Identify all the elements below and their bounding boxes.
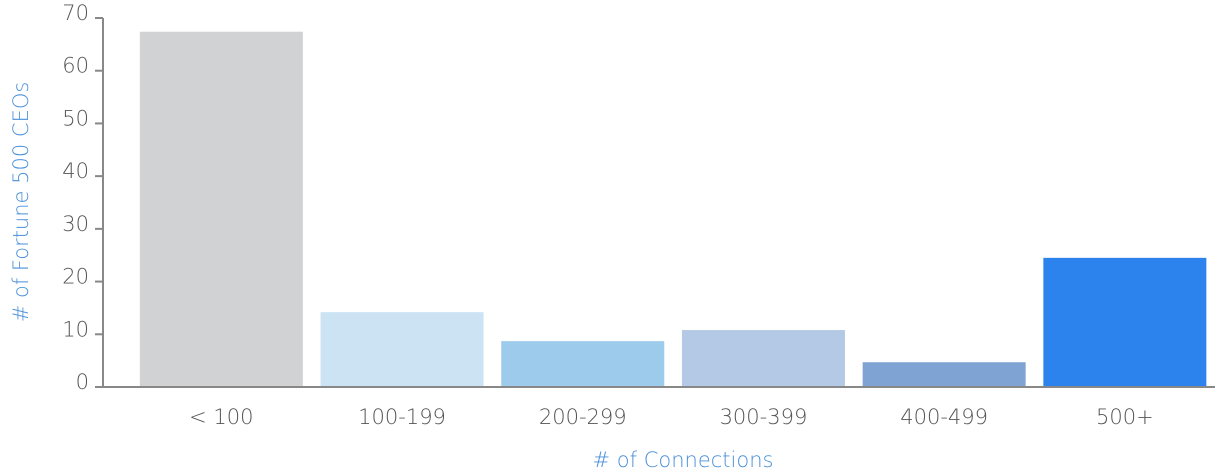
y-tick-label: 60: [62, 54, 89, 78]
y-tick-label: 70: [62, 1, 89, 25]
x-tick-label: 100-199: [358, 405, 446, 429]
x-tick-label: < 100: [189, 405, 253, 429]
bar: [862, 362, 1026, 387]
x-tick-label: 400-499: [900, 405, 988, 429]
bar: [139, 31, 303, 387]
y-tick-label: 20: [62, 265, 89, 289]
y-tick-label: 0: [76, 370, 89, 394]
y-tick-label: 30: [62, 212, 89, 236]
y-tick-label: 40: [62, 159, 89, 183]
y-tick-label: 10: [62, 317, 89, 341]
x-tick-label: 300-399: [720, 405, 808, 429]
bar: [501, 341, 665, 387]
y-axis-title: # of Fortune 500 CEOs: [9, 82, 33, 323]
bar: [1043, 257, 1207, 387]
bar: [320, 312, 484, 387]
x-tick-label: 200-299: [539, 405, 627, 429]
y-tick-label: 50: [62, 106, 89, 130]
x-axis-title: # of Connections: [593, 448, 774, 472]
bar: [681, 330, 845, 387]
x-tick-label: 500+: [1096, 405, 1154, 429]
